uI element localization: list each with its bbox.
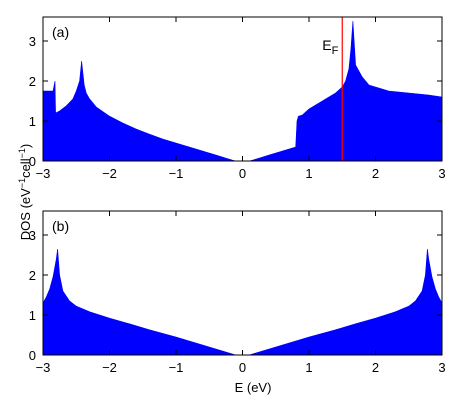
- dos-area: [42, 248, 443, 356]
- y-axis-label: DOS (eV−1cell−1): [17, 144, 33, 240]
- chart-panel-a: EF −3 −2 −1 0 1 2 3 0 1 2 3 (a): [29, 16, 446, 181]
- x-tick-label: 0: [239, 360, 246, 375]
- x-tick-label: 1: [305, 166, 312, 181]
- x-tick-label: −1: [169, 360, 184, 375]
- panel-label: (b): [52, 218, 69, 234]
- x-tick-label: 1: [305, 360, 312, 375]
- x-tick-label: 3: [438, 166, 445, 181]
- x-tick-label: 2: [372, 166, 379, 181]
- panel-label: (a): [52, 24, 69, 40]
- x-tick-label: 3: [438, 360, 445, 375]
- x-axis-label: E (eV): [235, 380, 272, 395]
- y-tick-label: 2: [29, 74, 36, 89]
- y-tick-label: 3: [29, 34, 36, 49]
- y-tick-label: 2: [29, 268, 36, 283]
- y-tick-label: 0: [29, 154, 36, 169]
- x-tick-label: −2: [102, 166, 117, 181]
- x-tick-label: −1: [169, 166, 184, 181]
- x-tick-label: 0: [239, 166, 246, 181]
- y-tick-label: 1: [29, 114, 36, 129]
- y-tick-label: 1: [29, 308, 36, 323]
- x-tick-label: −3: [36, 360, 51, 375]
- y-tick-label: 0: [29, 348, 36, 363]
- dos-area: [42, 20, 443, 162]
- x-tick-label: −2: [102, 360, 117, 375]
- fermi-label: EF: [322, 37, 338, 57]
- chart-panel-b: −3 −2 −1 0 1 2 3 0 1 2 3 (b): [29, 210, 446, 375]
- x-tick-label: 2: [372, 360, 379, 375]
- x-tick-label: −3: [36, 166, 51, 181]
- y-tick-label: 3: [29, 228, 36, 243]
